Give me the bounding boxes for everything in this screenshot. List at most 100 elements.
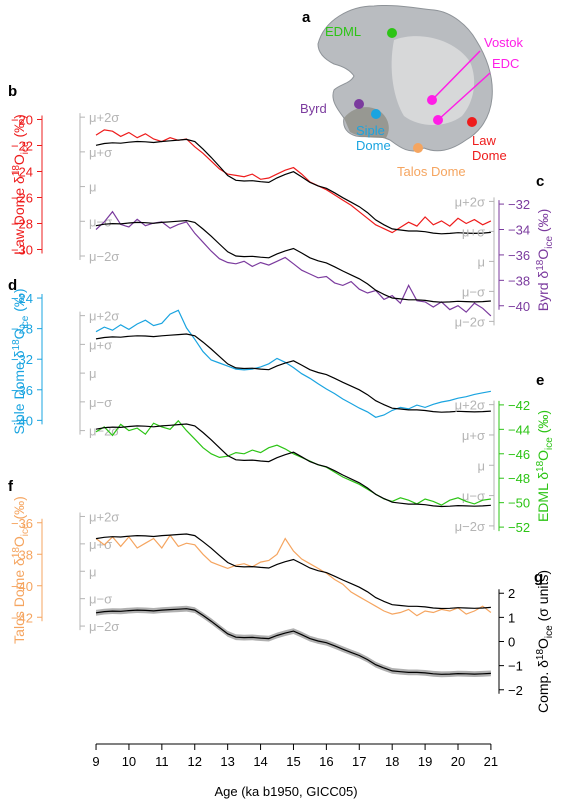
site-label-siple-dome: Siple xyxy=(356,123,385,138)
y-tick-label-e-3: −48 xyxy=(508,471,530,486)
x-tick-label-11: 20 xyxy=(451,754,465,769)
site-marker-byrd xyxy=(354,99,364,109)
y-tick-label-e-1: −44 xyxy=(508,422,530,437)
east-antarctica-dome xyxy=(391,36,475,125)
site-leader-vostok xyxy=(431,50,481,101)
site-marker-vostok xyxy=(427,95,437,105)
series-line-f xyxy=(95,534,492,617)
y-tick-label-g-1: 1 xyxy=(508,610,515,625)
x-tick-label-9: 18 xyxy=(385,754,399,769)
composite-overlay-b xyxy=(95,138,491,235)
sigma-label-c-3: μ−σ xyxy=(462,284,485,299)
x-tick-label-7: 16 xyxy=(319,754,333,769)
sigma-label-f-1: μ+σ xyxy=(89,537,112,552)
y-tick-label-f-1: −38 xyxy=(11,547,33,562)
y-tick-label-g-2: 0 xyxy=(508,635,515,650)
y-tick-label-c-0: −32 xyxy=(508,197,530,212)
site-marker-edc xyxy=(433,115,443,125)
panel-label-g: g xyxy=(534,569,543,586)
y-tick-label-b-4: −28 xyxy=(11,217,33,232)
sigma-label-e-1: μ+σ xyxy=(462,428,485,443)
site-label-edc: EDC xyxy=(492,56,519,71)
sigma-label-e-0: μ+2σ xyxy=(455,398,485,413)
sigma-label-b-1: μ+σ xyxy=(89,145,112,160)
composite-overlay-e xyxy=(95,423,491,508)
x-tick-label-8: 17 xyxy=(352,754,366,769)
y-tick-label-c-2: −36 xyxy=(508,248,530,263)
y-axis-title-b: Law Dome δ18Oice (‰) xyxy=(11,114,31,255)
sigma-label-b-2: μ xyxy=(89,180,97,195)
y-tick-label-b-2: −24 xyxy=(11,165,33,180)
site-label-vostok: Vostok xyxy=(484,35,524,50)
y-axis-title-g: Comp. δ18Oice (σ units) xyxy=(535,570,555,713)
y-tick-label-g-3: −1 xyxy=(508,659,523,674)
site-label-law-dome-2: Dome xyxy=(472,148,507,163)
y-tick-label-e-0: −42 xyxy=(508,398,530,413)
y-tick-label-d-3: −36 xyxy=(11,383,33,398)
sigma-label-f-2: μ xyxy=(89,564,97,579)
site-label-byrd: Byrd xyxy=(300,101,327,116)
x-tick-label-3: 12 xyxy=(188,754,202,769)
sigma-label-c-1: μ+σ xyxy=(462,224,485,239)
series-line-e xyxy=(95,419,491,506)
sigma-label-c-4: μ−2σ xyxy=(455,314,485,329)
site-marker-edml xyxy=(387,28,397,38)
panel-c: c −32 −34 −36 −38 −40 μ+2σ μ+σ μ μ−σ μ−2σ Byrd δ18O… xyxy=(95,173,555,329)
composite-line xyxy=(95,608,491,675)
sigma-label-d-1: μ+σ xyxy=(89,337,112,352)
x-tick-label-10: 19 xyxy=(418,754,432,769)
panel-label-c: c xyxy=(536,173,544,190)
y-tick-label-d-1: −28 xyxy=(11,322,33,337)
y-tick-label-d-0: −24 xyxy=(11,291,33,306)
y-tick-label-f-3: −42 xyxy=(11,610,33,625)
sigma-label-b-4: μ−2σ xyxy=(89,249,119,264)
site-label-edml: EDML xyxy=(325,24,361,39)
sigma-label-e-3: μ−σ xyxy=(462,489,485,504)
y-tick-label-b-1: −22 xyxy=(11,139,33,154)
y-tick-label-e-4: −50 xyxy=(508,496,530,511)
x-tick-label-4: 13 xyxy=(220,754,234,769)
panel-label-f: f xyxy=(8,478,14,495)
panel-label-a: a xyxy=(302,9,311,26)
x-axis-label: Age (ka b1950, GICC05) xyxy=(214,784,357,799)
site-marker-siple-dome xyxy=(371,109,381,119)
panel-label-d: d xyxy=(8,277,17,294)
sigma-label-f-0: μ+2σ xyxy=(89,509,119,524)
sigma-label-c-2: μ xyxy=(478,254,486,269)
site-marker-talos-dome xyxy=(413,143,423,153)
panel-g: g 2 1 0 −1 −2 Comp. δ18Oice (σ units) xyxy=(95,569,555,713)
site-label-talos-dome: Talos Dome xyxy=(397,164,466,179)
x-axis: 9 10 11 12 13 14 15 16 17 18 19 20 21 xyxy=(92,743,498,769)
y-tick-label-b-5: −30 xyxy=(11,243,33,258)
sigma-label-d-4: μ−2σ xyxy=(89,424,119,439)
x-tick-label-0: 9 xyxy=(92,754,99,769)
sigma-label-d-0: μ+2σ xyxy=(89,309,119,324)
y-tick-label-g-4: −2 xyxy=(508,683,523,698)
y-axis-title-c: Byrd δ18Oice (‰) xyxy=(535,209,555,312)
y-tick-label-c-1: −34 xyxy=(508,223,530,238)
sigma-label-b-0: μ+2σ xyxy=(89,110,119,125)
y-tick-label-d-4: −40 xyxy=(11,413,33,428)
y-tick-label-e-5: −52 xyxy=(508,520,530,535)
y-tick-label-c-3: −38 xyxy=(508,273,530,288)
y-tick-label-c-4: −40 xyxy=(508,299,530,314)
composite-overlay-d xyxy=(95,333,491,413)
y-tick-label-e-2: −46 xyxy=(508,447,530,462)
composite-overlay-c xyxy=(95,219,491,303)
x-tick-label-12: 21 xyxy=(484,754,498,769)
x-tick-label-5: 14 xyxy=(253,754,267,769)
panel-label-e: e xyxy=(536,372,544,389)
sigma-label-d-2: μ xyxy=(89,366,97,381)
sigma-label-e-4: μ−2σ xyxy=(455,519,485,534)
sigma-label-f-4: μ−2σ xyxy=(89,619,119,634)
sigma-label-e-2: μ xyxy=(478,458,486,473)
y-tick-label-f-0: −36 xyxy=(11,516,33,531)
series-line-d xyxy=(95,309,492,418)
panel-label-b: b xyxy=(8,83,17,100)
sigma-label-d-3: μ−σ xyxy=(89,395,112,410)
site-leader-edc xyxy=(437,72,491,121)
panel-e: e −42 −44 −46 −48 −50 −52 μ+2σ μ+σ μ μ−σ μ−2σ EDML δ… xyxy=(95,372,555,535)
sigma-label-c-0: μ+2σ xyxy=(455,194,485,209)
x-tick-label-2: 11 xyxy=(155,754,169,769)
